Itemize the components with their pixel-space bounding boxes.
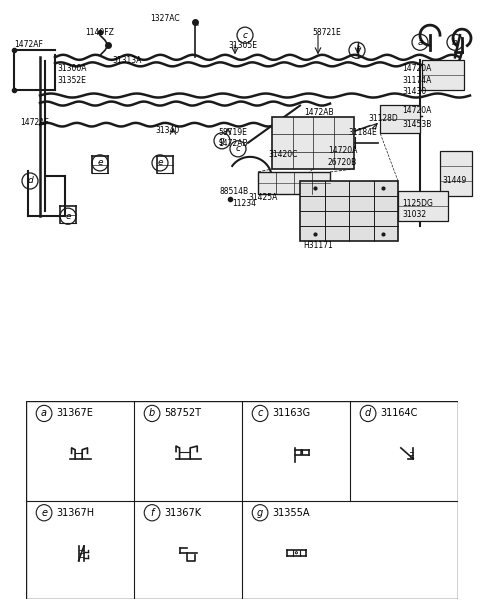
Text: 31300A: 31300A xyxy=(57,64,86,73)
Text: 31425A: 31425A xyxy=(248,193,277,202)
Text: 31128D: 31128D xyxy=(368,114,398,123)
Text: 26720B: 26720B xyxy=(328,159,357,167)
Text: 31305E: 31305E xyxy=(228,41,257,50)
Text: a: a xyxy=(41,409,47,418)
Text: a: a xyxy=(417,38,423,47)
Text: 31174A: 31174A xyxy=(402,76,432,85)
Text: e: e xyxy=(97,159,103,167)
Text: 31430: 31430 xyxy=(402,87,426,96)
Text: 1125DG: 1125DG xyxy=(402,199,433,207)
Text: 31352E: 31352E xyxy=(57,76,86,85)
Text: e: e xyxy=(65,212,71,221)
Text: 1140FZ: 1140FZ xyxy=(85,28,114,36)
Text: f: f xyxy=(355,46,359,55)
Text: 31163G: 31163G xyxy=(272,409,310,418)
Text: g: g xyxy=(219,136,225,145)
Bar xyxy=(258,172,330,194)
Text: c: c xyxy=(257,409,263,418)
Text: 31340: 31340 xyxy=(155,126,179,135)
Text: 31449: 31449 xyxy=(442,176,466,185)
Text: 1327AC: 1327AC xyxy=(150,13,180,22)
Text: 1472AF: 1472AF xyxy=(20,118,49,127)
Text: 1472AB: 1472AB xyxy=(304,108,334,117)
Text: H31171: H31171 xyxy=(303,241,333,250)
Text: 58721E: 58721E xyxy=(312,28,341,36)
Text: 31032: 31032 xyxy=(402,210,426,219)
Text: d: d xyxy=(27,176,33,185)
Text: e: e xyxy=(157,159,163,167)
Text: b: b xyxy=(149,409,155,418)
Text: 31367E: 31367E xyxy=(56,409,93,418)
Text: 31367K: 31367K xyxy=(164,508,201,518)
Text: 31164C: 31164C xyxy=(380,409,417,418)
Text: 14720A: 14720A xyxy=(328,147,358,155)
Bar xyxy=(300,181,398,241)
Text: 1472AF: 1472AF xyxy=(14,40,43,49)
Bar xyxy=(398,191,448,221)
Text: e: e xyxy=(41,508,47,518)
Text: d: d xyxy=(365,409,371,418)
Text: 88514B: 88514B xyxy=(220,187,249,196)
Text: 31355A: 31355A xyxy=(272,508,309,518)
Text: 31367H: 31367H xyxy=(56,508,94,518)
Text: 31420C: 31420C xyxy=(268,150,298,159)
Text: g: g xyxy=(257,508,263,518)
Text: f: f xyxy=(150,508,154,518)
Bar xyxy=(380,105,420,133)
Text: 58719E: 58719E xyxy=(218,128,247,137)
Bar xyxy=(422,60,464,91)
Text: 11234: 11234 xyxy=(232,199,256,207)
Text: b: b xyxy=(452,38,458,47)
Text: 31313A: 31313A xyxy=(112,56,142,65)
Text: c: c xyxy=(236,144,240,153)
Text: 14720A: 14720A xyxy=(402,64,432,73)
Text: 31453B: 31453B xyxy=(402,120,432,129)
Text: 14720A: 14720A xyxy=(402,106,432,115)
Text: 31184E: 31184E xyxy=(348,128,377,137)
Text: 58752T: 58752T xyxy=(164,409,201,418)
Text: 1472AB: 1472AB xyxy=(218,139,248,148)
Text: c: c xyxy=(242,30,248,40)
Bar xyxy=(272,117,354,169)
Bar xyxy=(440,151,472,196)
